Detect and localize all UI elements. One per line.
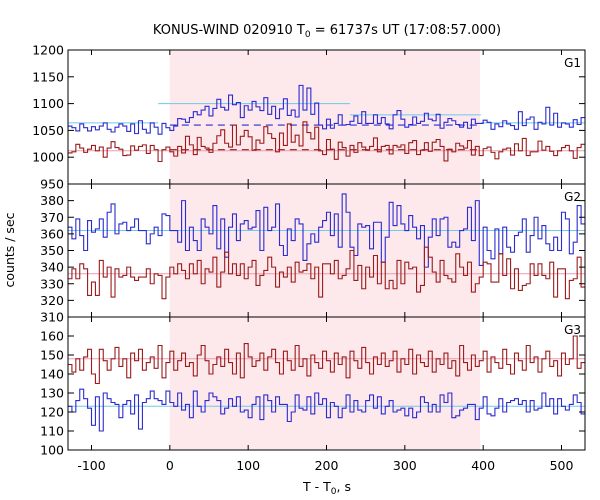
y-tick-label: 1100 (32, 96, 64, 111)
x-tick-label: 100 (236, 458, 260, 473)
x-tick-label: 400 (471, 458, 495, 473)
y-tick-label: 360 (40, 226, 64, 241)
highlight-band (169, 50, 481, 450)
series-blue-line (68, 388, 585, 432)
chart-title: KONUS-WIND 020910 T0 = 61737s UT (17:08:… (153, 23, 501, 40)
y-tick-label: 340 (40, 260, 64, 275)
x-tick-label: 500 (550, 458, 574, 473)
y-tick-label: 120 (40, 405, 64, 420)
y-tick-label: 380 (40, 193, 64, 208)
series-blue-line (68, 193, 585, 268)
x-axis-label: T - T0, s (302, 479, 351, 497)
chart-title-suffix: = 61737s UT (17:08:57.000) (311, 23, 501, 38)
panels: 95010001050110011501200G1310320330340350… (32, 43, 586, 473)
y-tick-label: 320 (40, 293, 64, 308)
panel-label: G2 (564, 190, 581, 204)
chart-title-prefix: KONUS-WIND 020910 T (153, 23, 305, 38)
y-axis-label: counts / sec (2, 212, 17, 287)
y-tick-label: 140 (40, 367, 64, 382)
y-tick-label: 110 (40, 424, 64, 439)
x-axis-label-suffix: , s (337, 479, 351, 494)
y-tick-label: 950 (40, 177, 64, 192)
y-tick-label: 330 (40, 276, 64, 291)
series-red-line (68, 121, 585, 163)
series-red-line (68, 335, 585, 385)
x-tick-label: 300 (393, 458, 417, 473)
x-tick-label: 0 (166, 458, 174, 473)
y-tick-label: 370 (40, 210, 64, 225)
y-tick-label: 150 (40, 348, 64, 363)
y-tick-label: 1000 (32, 150, 64, 165)
series-red-line (68, 246, 585, 300)
y-tick-label: 1200 (32, 43, 64, 58)
highlight-region (169, 50, 481, 450)
panel-g3: 100 110 120 130 140 150 160 G3 (40, 316, 586, 458)
chart-title-subscript: 0 (305, 30, 311, 40)
y-tick-label: 1150 (32, 69, 64, 84)
panel-label: G1 (564, 56, 581, 70)
y-tick-label: 160 (40, 329, 64, 344)
y-tick-label: 130 (40, 386, 64, 401)
panel-g1: 950 1000 1050 1100 1150 1200 G1 (32, 43, 586, 192)
y-tick-label: 100 (40, 443, 64, 458)
y-tick-label: 310 (40, 310, 64, 325)
x-tick-label: 200 (315, 458, 339, 473)
y-tick-label: 350 (40, 243, 64, 258)
x-axis-label-prefix: T - T (302, 479, 331, 494)
x-tick-label: -100 (77, 458, 105, 473)
series-blue-line (68, 84, 585, 135)
y-tick-label: 1050 (32, 123, 64, 138)
x-axis-label-subscript: 0 (331, 487, 337, 497)
panel-label: G3 (564, 323, 581, 337)
